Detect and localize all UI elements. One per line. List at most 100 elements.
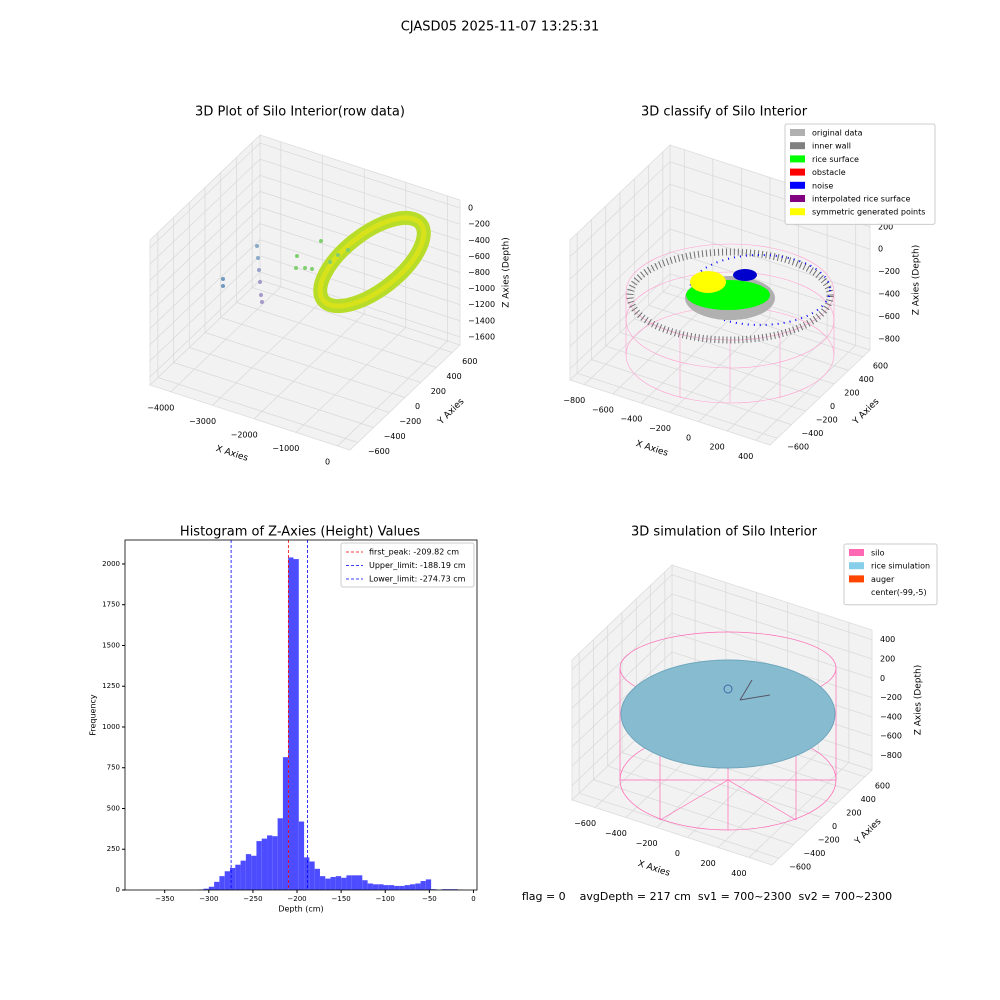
x-tick-label: −400 [605,829,627,838]
z-tick-label: −200 [880,693,902,702]
raw-cloud-ring-inner [317,215,427,309]
z-tick-label: 200 [878,222,893,231]
hist-bar [394,885,400,890]
hist-bar [251,855,257,890]
legend-swatch [790,195,805,202]
legend-label: first_peak: -209.82 cm [369,548,459,557]
hist-bar [298,821,305,890]
z-tick-label: 200 [880,654,895,663]
grid-line [259,142,461,209]
hist-bar [314,868,320,890]
status-text: flag = 0 avgDepth = 217 cm sv1 = 700~230… [522,890,892,903]
hist-bar [367,883,373,890]
x-tick-label: 400 [731,869,746,878]
grid-line [579,792,780,859]
grid-line [252,287,453,353]
z-tick-label: −1000 [468,284,495,293]
grid-line [669,251,871,317]
z-tick-label: −400 [880,712,902,721]
grid-line [621,752,823,818]
auger-sketch [739,679,771,701]
grid-line [569,183,671,280]
x-tick-label: 400 [738,452,753,461]
legend-box [784,123,936,225]
y-tick-label: 2000 [102,560,120,568]
rice-simulation-disk [620,659,836,769]
grid-line [577,372,778,439]
grid-line [669,228,871,295]
legend-swatch [790,168,805,176]
x-tick-label: −100 [376,895,395,903]
y-tick-label: 600 [875,781,890,790]
y-tick-label: −600 [368,447,390,456]
z-tick-label: −800 [878,334,900,343]
hist-bar [452,889,458,890]
y-tick-label: 0 [832,822,837,831]
legend-swatch [790,142,805,150]
point-cloud-sketches [221,210,837,831]
grid-line [259,255,461,322]
grid-line [149,191,261,297]
hist-bar [330,876,336,890]
grid-line [671,593,873,660]
y-tick-label: −200 [399,417,421,426]
hist-bar [272,836,278,890]
hist-bar [235,864,241,890]
y-tick-label: 400 [861,795,876,804]
x-tick-label: −2000 [231,430,258,439]
raw-cloud-scatter [221,239,350,304]
y-axis-label: Frequency [89,694,98,736]
x-tick-label: −3000 [189,417,216,426]
grid-line [259,239,461,306]
hist-bar [240,860,246,890]
symmetric-points [690,271,726,293]
x-tick-label: 0 [675,849,680,858]
legend-label: original data [812,129,863,138]
x-tick-label: 0 [471,895,475,903]
hist-bar [282,757,289,890]
plot-frame [124,539,478,891]
hist-bar [346,875,352,890]
grid-line [569,161,671,258]
y-tick-label: 200 [846,808,861,817]
chart-title: Histogram of Z-Axies (Height) Values [180,525,420,540]
y-tick-label: −400 [384,432,406,441]
grid-line [569,228,671,325]
z-tick-label: −800 [468,268,490,277]
grid-line [149,175,261,281]
x-tick-label: −200 [287,895,306,903]
grid-line [648,305,849,371]
legend-swatch [790,129,805,136]
grid-line [189,347,390,413]
hist-bar [261,838,268,890]
y-tick-label: 200 [844,388,859,397]
z-tick-label: 0 [468,204,473,213]
grid-line [669,206,871,272]
legend-label: rice surface [812,155,859,164]
grid-line [619,332,821,398]
legend-box [340,542,475,588]
grid-line [149,239,261,345]
legend-swatch [790,155,805,163]
y-tick-label: −400 [803,849,825,858]
chart-title: 3D simulation of Silo Interior [631,525,818,540]
z-tick-label: −200 [878,267,900,276]
y-tick-label: −200 [816,416,838,425]
hist-bar [425,879,432,890]
legend-label: auger [871,575,895,584]
y-tick-label: 0 [415,402,420,411]
hist-bar [362,880,368,890]
z-tick-label: −600 [468,252,490,261]
hist-bar [256,841,262,890]
legend-label: interpolated rice surface [812,195,910,204]
hist-bar [288,557,294,890]
y-tick-label: −400 [801,429,823,438]
legend-swatch [849,588,864,596]
hist-bar [409,884,416,890]
y-tick-label: 400 [446,372,461,381]
legend-label: symmetric generated points [812,208,925,217]
hist-bar [224,871,230,890]
x-tick-label: −50 [422,895,437,903]
hist-bar [277,818,283,890]
z-tick-label: −600 [878,312,900,321]
